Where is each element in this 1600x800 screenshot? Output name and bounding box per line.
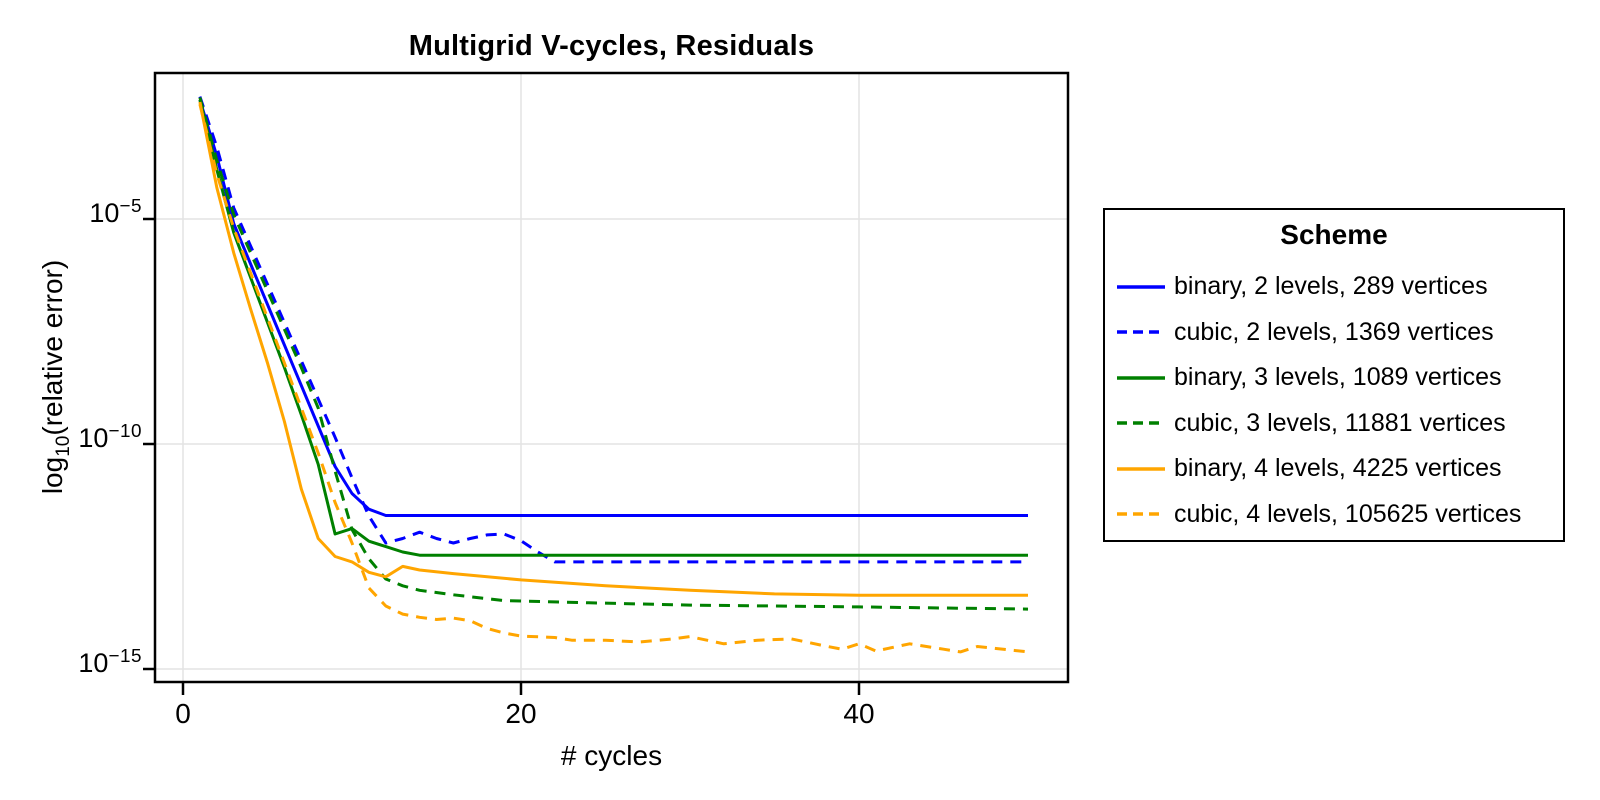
y-axis-label: log10(relative error)	[37, 260, 75, 494]
legend-label: binary, 4 levels, 4225 vertices	[1174, 454, 1502, 483]
y-label-post: (relative error)	[37, 259, 69, 436]
series-line-binary-4levels	[198, 101, 1028, 597]
legend-line-sample	[1117, 330, 1165, 334]
legend-label: binary, 2 levels, 289 vertices	[1174, 272, 1488, 301]
legend-line-sample	[1117, 467, 1165, 471]
legend-line-sample	[1117, 512, 1165, 516]
y-tick-exponent: −10	[108, 420, 142, 442]
legend-row: cubic, 3 levels, 11881 vertices	[1117, 401, 1557, 447]
legend-row: cubic, 4 levels, 105625 vertices	[1117, 492, 1557, 538]
plot-frame	[153, 71, 1070, 684]
x-tick-label: 0	[175, 698, 191, 729]
legend-rows: binary, 2 levels, 289 vertices cubic, 2 l…	[1117, 264, 1557, 537]
legend-row: binary, 2 levels, 289 vertices	[1117, 264, 1557, 310]
legend-box: Scheme binary, 2 levels, 289 vertices cub…	[1103, 208, 1565, 542]
legend-label: binary, 3 levels, 1089 vertices	[1174, 363, 1502, 392]
legend-row: binary, 4 levels, 4225 vertices	[1117, 446, 1557, 492]
y-label-pre: log	[37, 456, 69, 495]
series-line-cubic-3levels	[198, 97, 1029, 611]
legend-row: cubic, 2 levels, 1369 vertices	[1117, 310, 1557, 356]
y-tick-exponent: −15	[108, 645, 142, 667]
y-tick-label: 10−15	[0, 645, 142, 679]
series-line-cubic-2levels	[198, 96, 1028, 564]
y-tick-base: 10	[89, 198, 120, 228]
y-tick-label: 10−5	[0, 195, 142, 229]
x-axis-label: # cycles	[560, 740, 663, 771]
legend-line-sample	[1117, 376, 1165, 380]
chart-title: Multigrid V-cycles, Residuals	[408, 30, 815, 62]
series-line-binary-2levels	[198, 99, 1028, 517]
y-tick-exponent: −5	[119, 195, 142, 217]
x-tick-label: 40	[843, 698, 875, 729]
legend-row: binary, 3 levels, 1089 vertices	[1117, 355, 1557, 401]
legend-label: cubic, 4 levels, 105625 vertices	[1174, 499, 1522, 528]
y-tick-label: 10−10	[0, 420, 142, 454]
legend-label: cubic, 2 levels, 1369 vertices	[1174, 317, 1494, 346]
y-tick-base: 10	[78, 648, 109, 678]
series-line-cubic-4levels	[198, 103, 1029, 654]
legend-line-sample	[1117, 285, 1165, 289]
series-line-binary-3levels	[198, 99, 1028, 557]
x-tick-label: 20	[505, 698, 537, 729]
legend-title: Scheme	[1280, 219, 1388, 250]
legend-label: cubic, 3 levels, 11881 vertices	[1174, 408, 1506, 437]
y-tick-base: 10	[78, 423, 109, 453]
legend-line-sample	[1117, 421, 1165, 425]
